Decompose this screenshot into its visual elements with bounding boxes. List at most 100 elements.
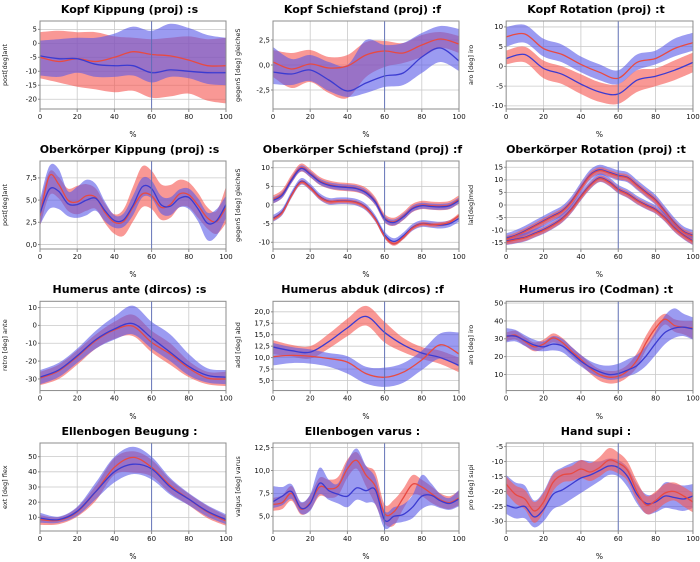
- svg-text:7,5: 7,5: [259, 364, 270, 373]
- svg-text:0,0: 0,0: [259, 61, 270, 69]
- svg-text:80: 80: [651, 112, 660, 121]
- svg-text:60: 60: [614, 534, 623, 543]
- x-axis-label: %: [362, 412, 370, 421]
- svg-text:100: 100: [686, 394, 700, 403]
- plot-area: 100-10-20-300 20 40 60 80 100: [26, 300, 233, 403]
- svg-text:80: 80: [651, 534, 660, 543]
- svg-text:100: 100: [452, 253, 465, 261]
- chart-humerus-abduk: Humerus abduk (dircos) :f add [deg] abd …: [233, 280, 466, 422]
- svg-text:60: 60: [614, 112, 623, 121]
- svg-text:80: 80: [184, 394, 193, 403]
- svg-text:20: 20: [306, 394, 315, 403]
- svg-text:100: 100: [219, 394, 233, 403]
- svg-text:0: 0: [33, 321, 38, 330]
- svg-text:20: 20: [306, 113, 315, 121]
- svg-text:10: 10: [494, 370, 503, 379]
- x-axis-label: %: [129, 412, 137, 421]
- svg-text:-20: -20: [26, 356, 38, 365]
- svg-text:100: 100: [686, 534, 699, 543]
- svg-text:10: 10: [494, 175, 503, 184]
- svg-text:100: 100: [686, 252, 699, 261]
- svg-text:20: 20: [28, 498, 37, 506]
- svg-text:0,0: 0,0: [26, 241, 37, 249]
- svg-text:40: 40: [576, 394, 585, 403]
- chart-title: Humerus abduk (dircos) :f: [281, 283, 444, 296]
- svg-text:60: 60: [380, 535, 389, 543]
- plot-area: -5 -10 -15 -20 -25 -300 20 40 60 80 100: [492, 442, 700, 543]
- svg-text:0: 0: [499, 200, 503, 209]
- svg-text:100: 100: [452, 535, 465, 543]
- svg-text:100: 100: [452, 113, 465, 121]
- x-axis-label: %: [362, 552, 370, 561]
- chart-title: Ellenbogen Beugung :: [61, 425, 198, 438]
- svg-text:60: 60: [147, 535, 156, 543]
- svg-text:-10: -10: [26, 339, 38, 348]
- svg-text:20,0: 20,0: [254, 307, 270, 316]
- svg-text:5,0: 5,0: [26, 196, 37, 204]
- svg-text:40: 40: [343, 113, 352, 121]
- svg-text:5: 5: [499, 188, 503, 197]
- svg-text:100: 100: [686, 112, 699, 121]
- svg-text:-10: -10: [492, 225, 503, 234]
- svg-text:20: 20: [306, 535, 315, 543]
- svg-text:-5: -5: [263, 220, 270, 228]
- svg-text:100: 100: [219, 535, 232, 543]
- svg-text:20: 20: [306, 253, 315, 261]
- svg-text:100: 100: [452, 394, 466, 403]
- svg-text:-25: -25: [492, 502, 503, 511]
- svg-text:10: 10: [28, 514, 37, 522]
- svg-text:50: 50: [494, 298, 503, 307]
- chart-ellenbogen-beugung: Ellenbogen Beugung : ext [deg] flex 50 40…: [0, 422, 233, 562]
- chart-oberkoerper-schiefstand: Oberkörper Schiefstand (proj) :f gegenS …: [233, 140, 466, 280]
- svg-text:40: 40: [494, 316, 503, 325]
- svg-text:-10: -10: [259, 239, 270, 247]
- svg-text:0: 0: [271, 113, 275, 121]
- svg-text:60: 60: [380, 394, 389, 403]
- svg-text:5,0: 5,0: [259, 376, 271, 385]
- svg-text:20: 20: [73, 253, 82, 261]
- svg-text:10: 10: [261, 164, 270, 172]
- svg-text:20: 20: [73, 394, 82, 403]
- chart-title: Kopf Schiefstand (proj) :f: [283, 3, 442, 16]
- chart-title: Humerus iro (Codman) :t: [519, 283, 673, 296]
- svg-text:-10: -10: [492, 457, 503, 466]
- x-axis-label: %: [595, 270, 604, 279]
- svg-text:20: 20: [73, 535, 82, 543]
- svg-text:20: 20: [539, 534, 548, 543]
- plot-area: 7,5 5,0 2,5 0,00 20 40 60 80 100: [26, 160, 233, 261]
- svg-text:40: 40: [343, 253, 352, 261]
- svg-text:40: 40: [343, 535, 352, 543]
- svg-text:-15: -15: [492, 238, 503, 247]
- svg-text:-5: -5: [30, 54, 37, 62]
- svg-text:0: 0: [38, 535, 42, 543]
- x-axis-label: %: [129, 270, 137, 279]
- svg-text:-30: -30: [492, 517, 503, 526]
- chart-oberkoerper-kippung: Oberkörper Kippung (proj) :s post[deg]an…: [0, 140, 233, 280]
- plot-area: 20,0 17,5 15,0 12,5 10,0 7,5 5,00 20 40 60 80 100: [254, 300, 466, 403]
- chart-title: Kopf Rotation (proj) :t: [527, 3, 665, 16]
- svg-text:60: 60: [147, 113, 156, 121]
- svg-text:5: 5: [33, 26, 37, 34]
- svg-text:60: 60: [614, 252, 623, 261]
- svg-text:-15: -15: [492, 472, 503, 481]
- chart-title: Oberkörper Schiefstand (proj) :f: [262, 143, 463, 156]
- svg-text:12,5: 12,5: [254, 341, 270, 350]
- svg-text:0: 0: [266, 201, 270, 209]
- svg-text:-5: -5: [496, 442, 503, 451]
- svg-text:7,5: 7,5: [26, 174, 37, 182]
- svg-text:80: 80: [184, 253, 193, 261]
- svg-text:0: 0: [38, 253, 42, 261]
- x-axis-label: %: [362, 130, 370, 139]
- svg-text:0: 0: [271, 253, 275, 261]
- svg-text:10: 10: [28, 303, 37, 312]
- svg-text:0: 0: [504, 112, 508, 121]
- svg-text:40: 40: [576, 252, 585, 261]
- plot-area: 12,5 10,0 7,5 5,0 0 20 40 60 80 100: [254, 442, 466, 543]
- svg-text:7,5: 7,5: [259, 490, 270, 498]
- svg-text:50: 50: [28, 453, 37, 461]
